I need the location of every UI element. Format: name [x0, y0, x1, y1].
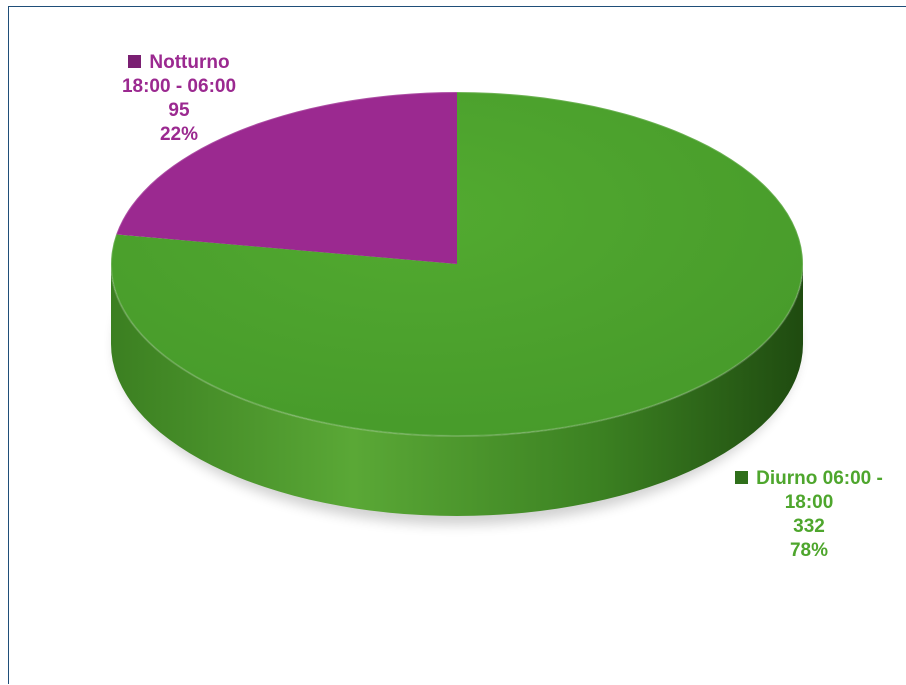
- legend-row-diurno: Diurno 06:00 -: [711, 467, 906, 491]
- legend-swatch-notturno: [128, 54, 142, 68]
- pie-slice-diurno: [110, 92, 803, 436]
- label-diurno-value: 332: [793, 516, 825, 537]
- label-notturno-percent: 22%: [159, 124, 199, 145]
- pie-rim: [110, 91, 804, 437]
- label-diurno-time: 18:00: [784, 492, 834, 513]
- slice-label-notturno: Notturno 18:00 - 06:00 95 22%: [49, 51, 309, 147]
- label-notturno-value: 95: [168, 100, 190, 121]
- label-notturno-time: 18:00 - 06:00: [121, 76, 237, 97]
- label-diurno-name: Diurno 06:00 -: [756, 468, 883, 489]
- legend-row-notturno: Notturno: [49, 51, 309, 75]
- slice-label-diurno: Diurno 06:00 - 18:00 332 78%: [711, 467, 906, 563]
- pie-slice-notturno: [116, 92, 457, 264]
- label-diurno-percent: 78%: [789, 540, 829, 561]
- label-notturno-name: Notturno: [149, 52, 230, 73]
- pie-side-diurno: [111, 264, 803, 516]
- chart-frame: Notturno 18:00 - 06:00 95 22% Diurno 06:…: [8, 6, 906, 684]
- pie-chart: [110, 91, 804, 525]
- legend-swatch-diurno: [735, 470, 749, 484]
